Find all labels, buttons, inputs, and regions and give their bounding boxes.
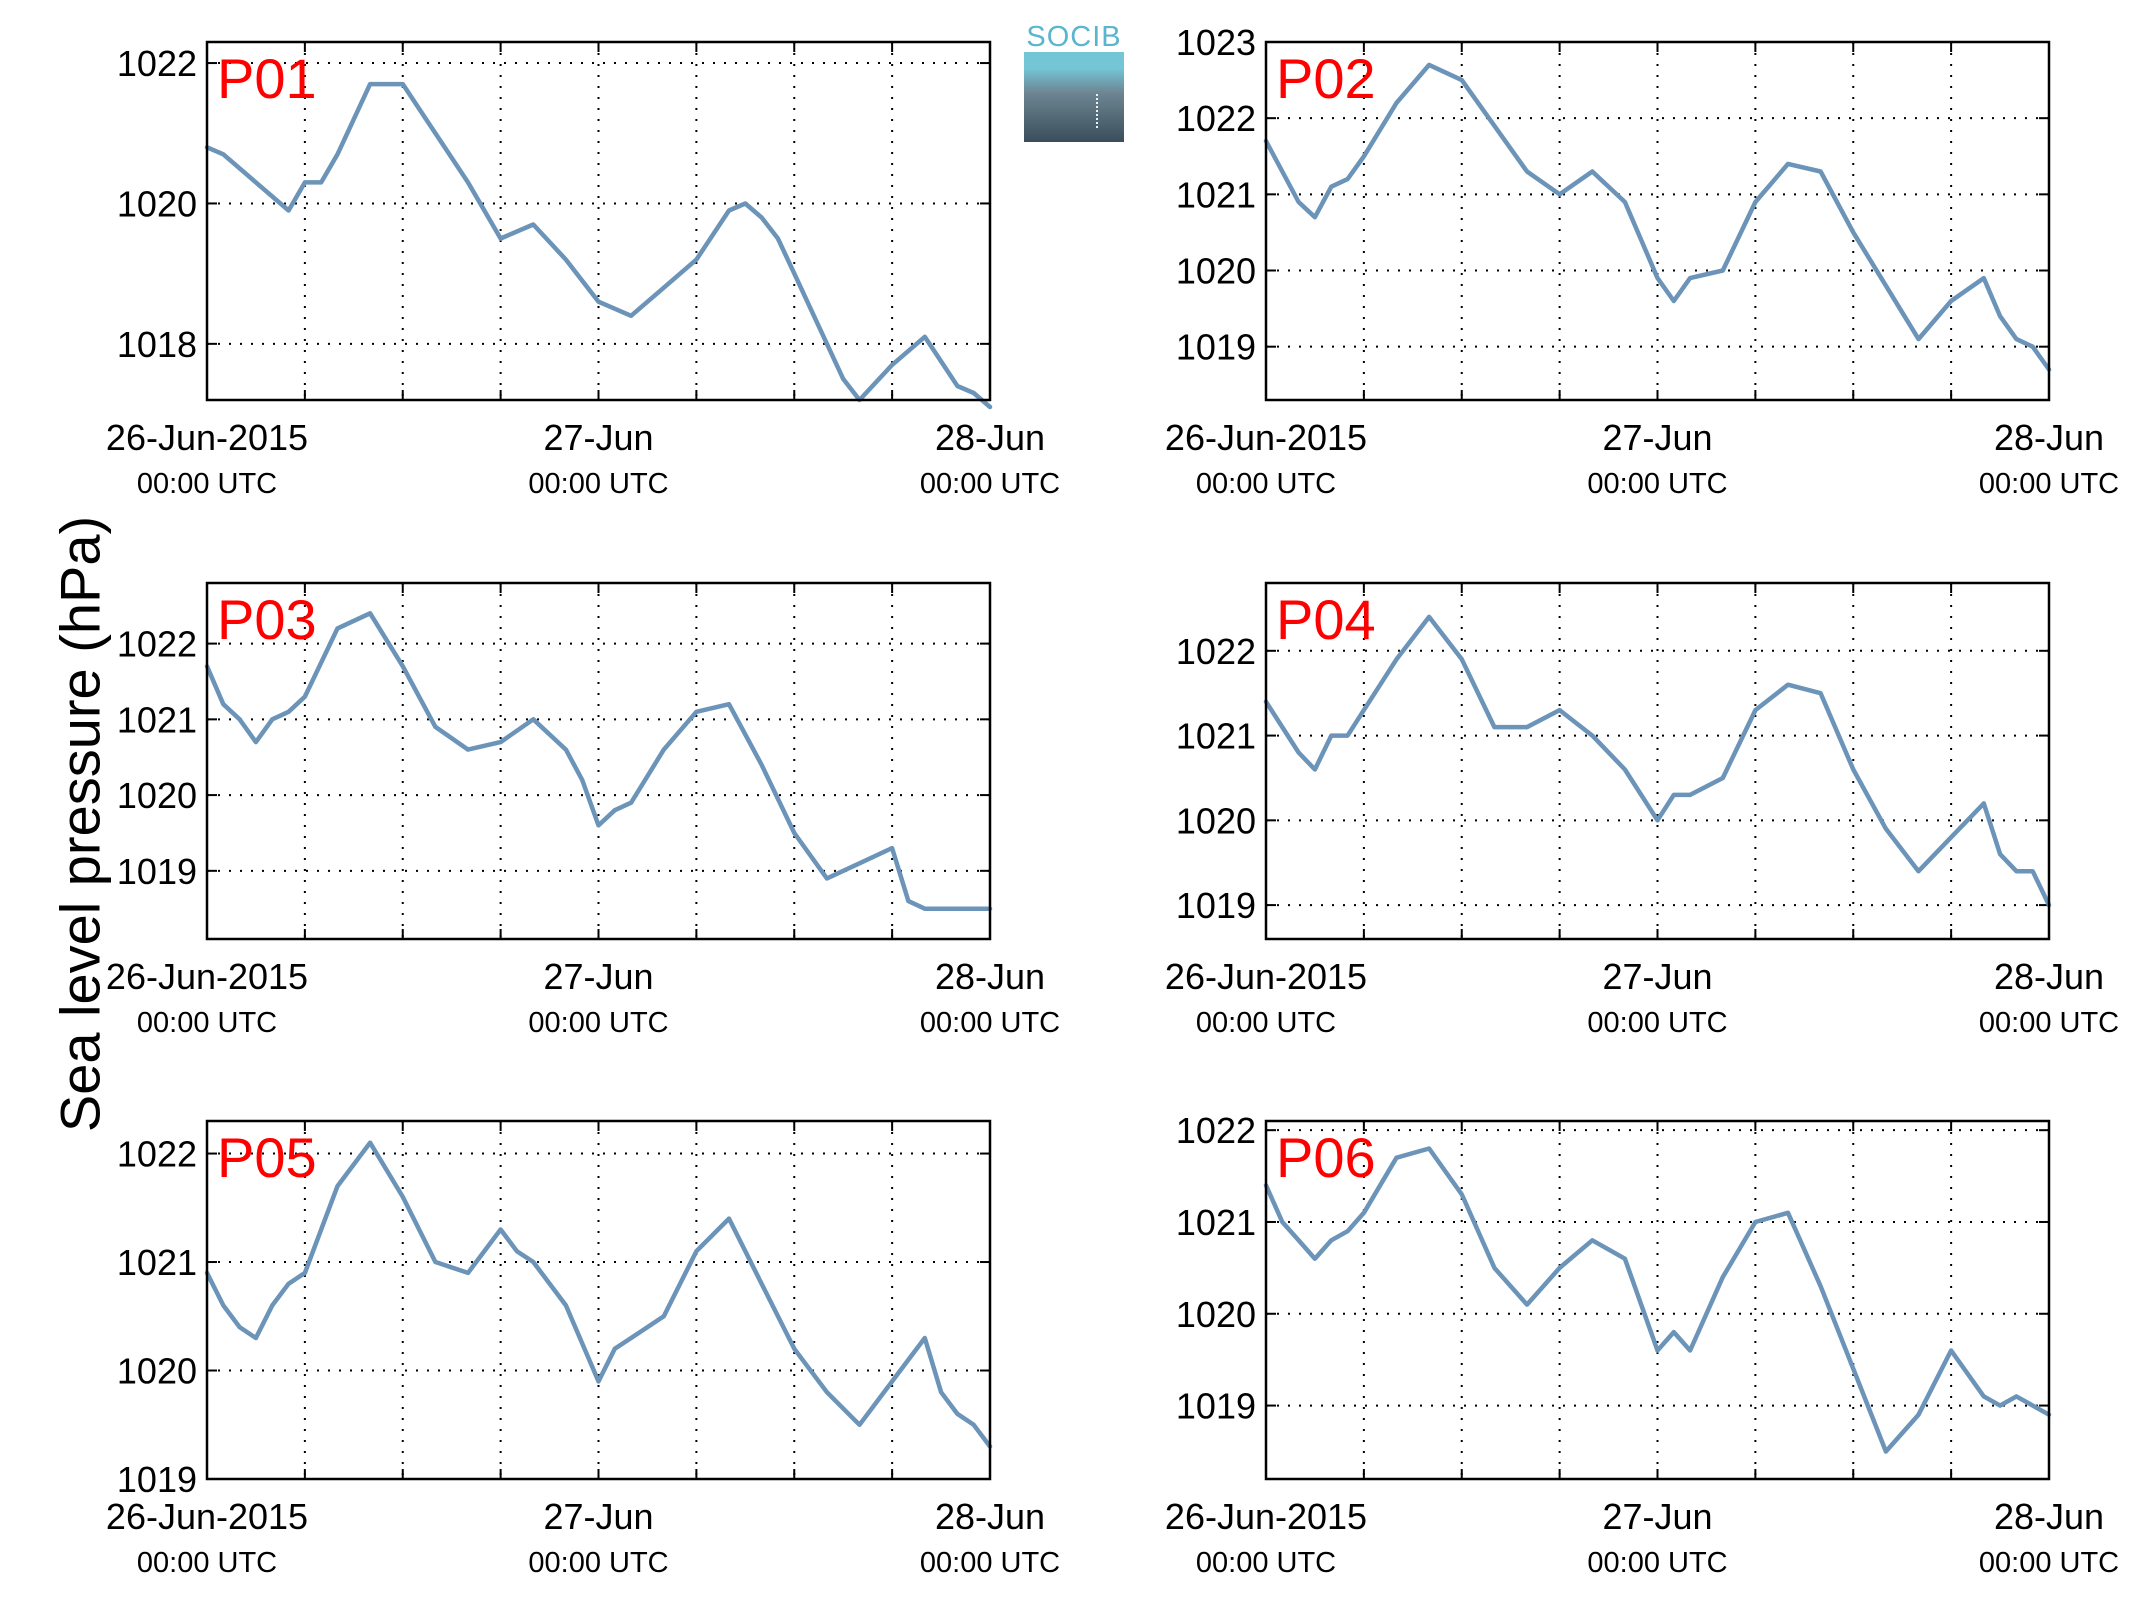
panel-p04: 1019 1020 1021 1022 P04 26-Jun-2015 00:00 UTC 2… xyxy=(1165,581,2119,1039)
x-tick-label: 28-Jun xyxy=(935,1496,1045,1537)
y-tick-label: 1019 xyxy=(1176,327,1256,368)
x-tick-label: 27-Jun xyxy=(543,956,653,997)
axes-frame xyxy=(1264,40,2051,402)
x-tick-label: 26-Jun-2015 xyxy=(1165,1496,1367,1537)
y-tick-label: 1020 xyxy=(117,1351,197,1392)
socib-logo: SOCIB xyxy=(1024,21,1124,142)
x-tick-sublabel: 00:00 UTC xyxy=(1196,468,1336,500)
x-tick-label: 26-Jun-2015 xyxy=(106,417,308,458)
y-tick-label: 1020 xyxy=(1176,1294,1256,1335)
x-tick-label: 28-Jun xyxy=(1994,1496,2104,1537)
y-tick-label: 1019 xyxy=(1176,885,1256,926)
series-line xyxy=(204,1140,993,1449)
x-tick-sublabel: 00:00 UTC xyxy=(1196,1547,1336,1579)
y-tick-label: 1018 xyxy=(117,324,197,365)
x-tick-sublabel: 00:00 UTC xyxy=(1979,1007,2119,1039)
x-tick-label: 27-Jun xyxy=(1602,1496,1712,1537)
y-tick-label: 1019 xyxy=(117,851,197,892)
y-tick-label: 1023 xyxy=(1176,22,1256,63)
series-line xyxy=(204,81,993,410)
x-tick-sublabel: 00:00 UTC xyxy=(528,1547,668,1579)
y-axis-label: Sea level pressure (hPa) xyxy=(48,515,112,1133)
y-tick-label: 1020 xyxy=(117,775,197,816)
x-tick-sublabel: 00:00 UTC xyxy=(920,1547,1060,1579)
x-tick-sublabel: 00:00 UTC xyxy=(1587,1547,1727,1579)
y-tick-label: 1022 xyxy=(1176,631,1256,672)
panel-p05: 1019 1020 1021 1022 P05 26-Jun-2015 00:00 UTC 2… xyxy=(106,1119,1060,1579)
y-tick-label: 1022 xyxy=(117,1134,197,1175)
panel-p06: 1019 1020 1021 1022 P06 26-Jun-2015 00:00 UTC 2… xyxy=(1165,1110,2119,1579)
series-line xyxy=(1263,1146,2052,1454)
logo-dots xyxy=(1096,94,1100,128)
panel-p02: 1019 1020 1021 1022 1023 P02 26-Jun-2015 00:00 … xyxy=(1165,22,2119,500)
axes-frame xyxy=(1264,581,2051,941)
y-tick-label: 1020 xyxy=(117,183,197,224)
y-tick-label: 1019 xyxy=(1176,1386,1256,1427)
axes-frame xyxy=(205,1119,992,1481)
x-tick-label: 26-Jun-2015 xyxy=(1165,956,1367,997)
x-tick-label: 28-Jun xyxy=(1994,956,2104,997)
y-tick-label: 1021 xyxy=(117,1242,197,1283)
x-tick-label: 28-Jun xyxy=(935,956,1045,997)
x-tick-sublabel: 00:00 UTC xyxy=(1979,468,2119,500)
y-tick-label: 1022 xyxy=(117,624,197,665)
panel-p03: 1019 1020 1021 1022 P03 26-Jun-2015 00:00 UTC 2… xyxy=(106,581,1060,1039)
x-tick-sublabel: 00:00 UTC xyxy=(920,468,1060,500)
y-axis-label-wrap: Sea level pressure (hPa) xyxy=(22,0,112,1608)
panel-label: P06 xyxy=(1276,1126,1376,1189)
x-tick-sublabel: 00:00 UTC xyxy=(1587,1007,1727,1039)
x-tick-label: 27-Jun xyxy=(543,1496,653,1537)
series-line xyxy=(1263,62,2052,372)
axes-frame xyxy=(205,581,992,941)
x-tick-sublabel: 00:00 UTC xyxy=(1587,468,1727,500)
panel-label: P05 xyxy=(217,1126,317,1189)
x-tick-label: 26-Jun-2015 xyxy=(106,1496,308,1537)
y-tick-label: 1019 xyxy=(117,1459,197,1500)
panel-label: P01 xyxy=(217,47,317,110)
x-tick-label: 27-Jun xyxy=(1602,956,1712,997)
x-tick-label: 28-Jun xyxy=(935,417,1045,458)
panel-p01: 1018 1020 1022 P01 26-Jun-2015 00:00 UTC 27-Ju… xyxy=(106,40,1060,500)
logo-text: SOCIB xyxy=(1026,21,1122,53)
series-line xyxy=(204,611,993,911)
y-tick-label: 1022 xyxy=(1176,98,1256,139)
x-tick-sublabel: 00:00 UTC xyxy=(528,468,668,500)
y-tick-label: 1020 xyxy=(1176,800,1256,841)
x-tick-label: 26-Jun-2015 xyxy=(106,956,308,997)
series-line xyxy=(1263,614,2052,908)
y-tick-label: 1021 xyxy=(1176,716,1256,757)
logo-graphic xyxy=(1024,52,1124,142)
y-tick-label: 1021 xyxy=(1176,1202,1256,1243)
x-tick-label: 27-Jun xyxy=(543,417,653,458)
axes-frame xyxy=(1264,1119,2051,1481)
x-tick-label: 27-Jun xyxy=(1602,417,1712,458)
y-tick-label: 1021 xyxy=(117,699,197,740)
x-tick-sublabel: 00:00 UTC xyxy=(137,1007,277,1039)
x-tick-sublabel: 00:00 UTC xyxy=(920,1007,1060,1039)
x-tick-sublabel: 00:00 UTC xyxy=(137,468,277,500)
x-tick-label: 26-Jun-2015 xyxy=(1165,417,1367,458)
y-tick-label: 1020 xyxy=(1176,251,1256,292)
x-tick-label: 28-Jun xyxy=(1994,417,2104,458)
y-tick-label: 1022 xyxy=(117,43,197,84)
y-tick-label: 1022 xyxy=(1176,1110,1256,1151)
x-tick-sublabel: 00:00 UTC xyxy=(1979,1547,2119,1579)
x-tick-sublabel: 00:00 UTC xyxy=(137,1547,277,1579)
y-tick-label: 1021 xyxy=(1176,174,1256,215)
axes-frame xyxy=(205,40,992,402)
panel-label: P04 xyxy=(1276,588,1376,651)
panel-label: P03 xyxy=(217,588,317,651)
panel-label: P02 xyxy=(1276,47,1376,110)
x-tick-sublabel: 00:00 UTC xyxy=(528,1007,668,1039)
x-tick-sublabel: 00:00 UTC xyxy=(1196,1007,1336,1039)
